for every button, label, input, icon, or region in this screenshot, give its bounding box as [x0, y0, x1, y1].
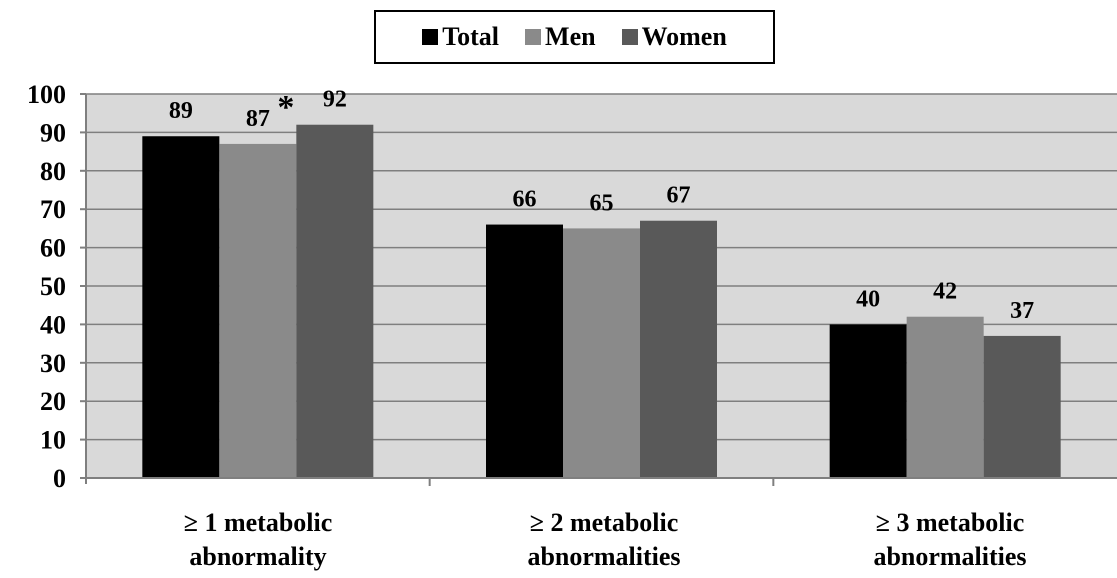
- y-tick-label: 40: [40, 310, 66, 339]
- bar-women-2: [640, 220, 717, 478]
- y-tick-label: 30: [40, 349, 66, 378]
- legend-label-total: Total: [442, 22, 500, 51]
- data-label: 66: [513, 187, 537, 213]
- legend-label-men: Men: [545, 22, 596, 51]
- data-label: 37: [1010, 298, 1034, 324]
- data-label: 40: [856, 286, 880, 312]
- legend-item-total: Total: [422, 22, 499, 52]
- bar-total-3: [829, 324, 907, 478]
- x-category-label-3-line-2: abnormalities: [873, 542, 1027, 571]
- x-category-label-3-line-1: ≥ 3 metabolic: [875, 508, 1025, 537]
- legend-label-women: Women: [641, 22, 727, 51]
- bar-women-3: [983, 335, 1061, 478]
- data-label: 92: [323, 87, 347, 113]
- legend-swatch-women: [621, 29, 638, 45]
- legend-item-men: Men: [525, 22, 596, 52]
- legend: Total Men Women: [374, 10, 775, 64]
- y-tick-label: 90: [40, 118, 66, 147]
- legend-item-women: Women: [621, 22, 727, 52]
- bar-men-1: [219, 143, 297, 479]
- axes: [80, 93, 1117, 486]
- x-category-label-1: ≥ 1 metabolic abnormality: [98, 506, 418, 574]
- bar-men-2: [563, 228, 640, 478]
- y-tick-label: 0: [53, 464, 66, 493]
- bar-total-2: [486, 224, 563, 478]
- y-tick-label: 80: [40, 157, 66, 186]
- data-label: 42: [933, 279, 957, 305]
- y-tick-label: 60: [40, 234, 66, 263]
- y-tick-label: 100: [27, 80, 66, 109]
- data-label: 89: [169, 98, 193, 124]
- x-category-label-2: ≥ 2 metabolic abnormalities: [444, 506, 764, 574]
- y-tick-label: 70: [40, 195, 66, 224]
- x-category-label-2-line-2: abnormalities: [527, 542, 681, 571]
- x-category-label-2-line-1: ≥ 2 metabolic: [529, 508, 679, 537]
- bars: [142, 124, 1061, 479]
- y-tick-label: 20: [40, 387, 66, 416]
- data-label: 65: [590, 190, 614, 216]
- legend-swatch-men: [525, 29, 542, 45]
- data-label: 87: [246, 106, 270, 132]
- bar-women-1: [296, 124, 374, 478]
- data-labels: 89 87 92 66 65 67 40 42 37 *: [169, 87, 1034, 324]
- significance-asterisk: *: [277, 89, 294, 126]
- legend-swatch-total: [422, 29, 439, 45]
- bar-men-3: [906, 316, 984, 478]
- y-tick-label: 10: [40, 426, 66, 455]
- data-label: 67: [667, 183, 691, 209]
- bar-total-1: [142, 136, 220, 479]
- y-tick-labels: 0 10 20 30 40 50 60 70 80 90 100: [27, 80, 66, 493]
- y-tick-label: 50: [40, 272, 66, 301]
- x-category-label-1-line-2: abnormality: [189, 542, 327, 571]
- x-category-label-3: ≥ 3 metabolic abnormalities: [790, 506, 1110, 574]
- x-category-label-1-line-1: ≥ 1 metabolic: [183, 508, 333, 537]
